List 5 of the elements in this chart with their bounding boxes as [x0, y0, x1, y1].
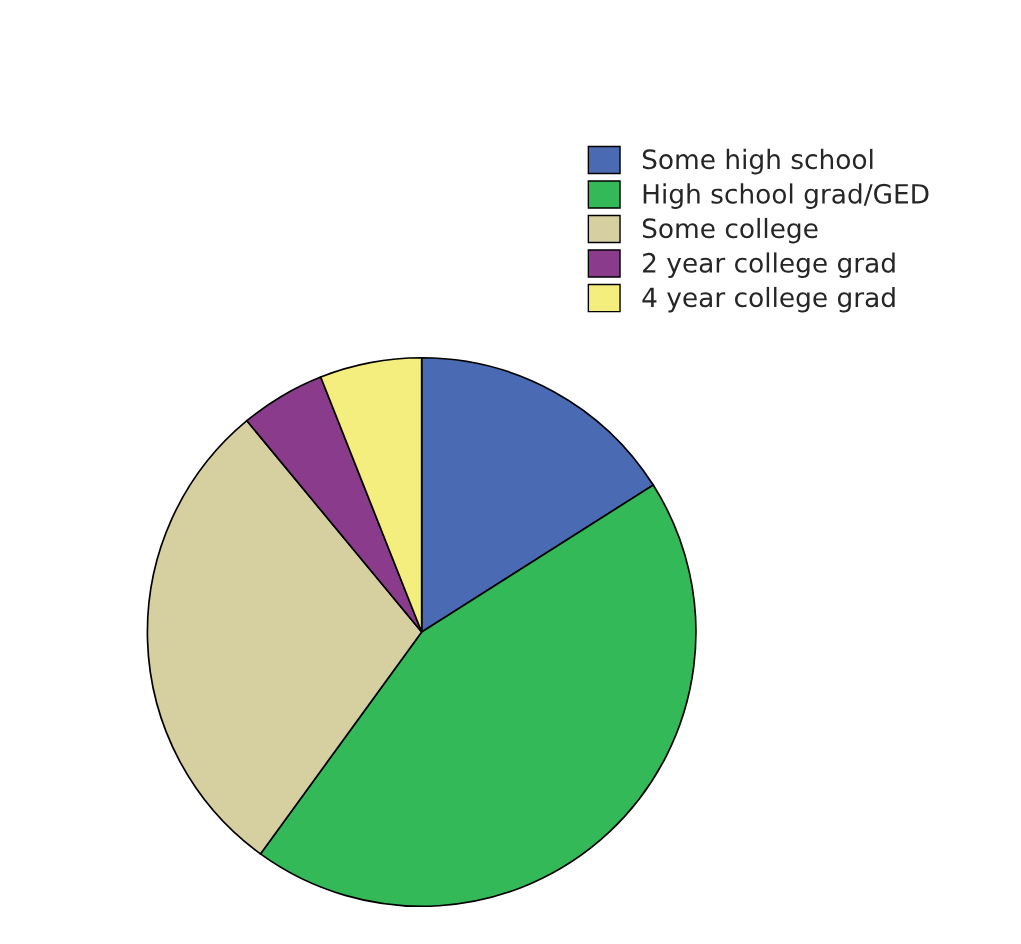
legend-label: High school grad/GED [643, 183, 929, 209]
legend-label: 2 year college grad [643, 252, 895, 278]
legend-label: Some high school [642, 148, 873, 175]
legend-label: Some college [642, 217, 818, 244]
legend-label: 4 year college grad [642, 286, 895, 313]
